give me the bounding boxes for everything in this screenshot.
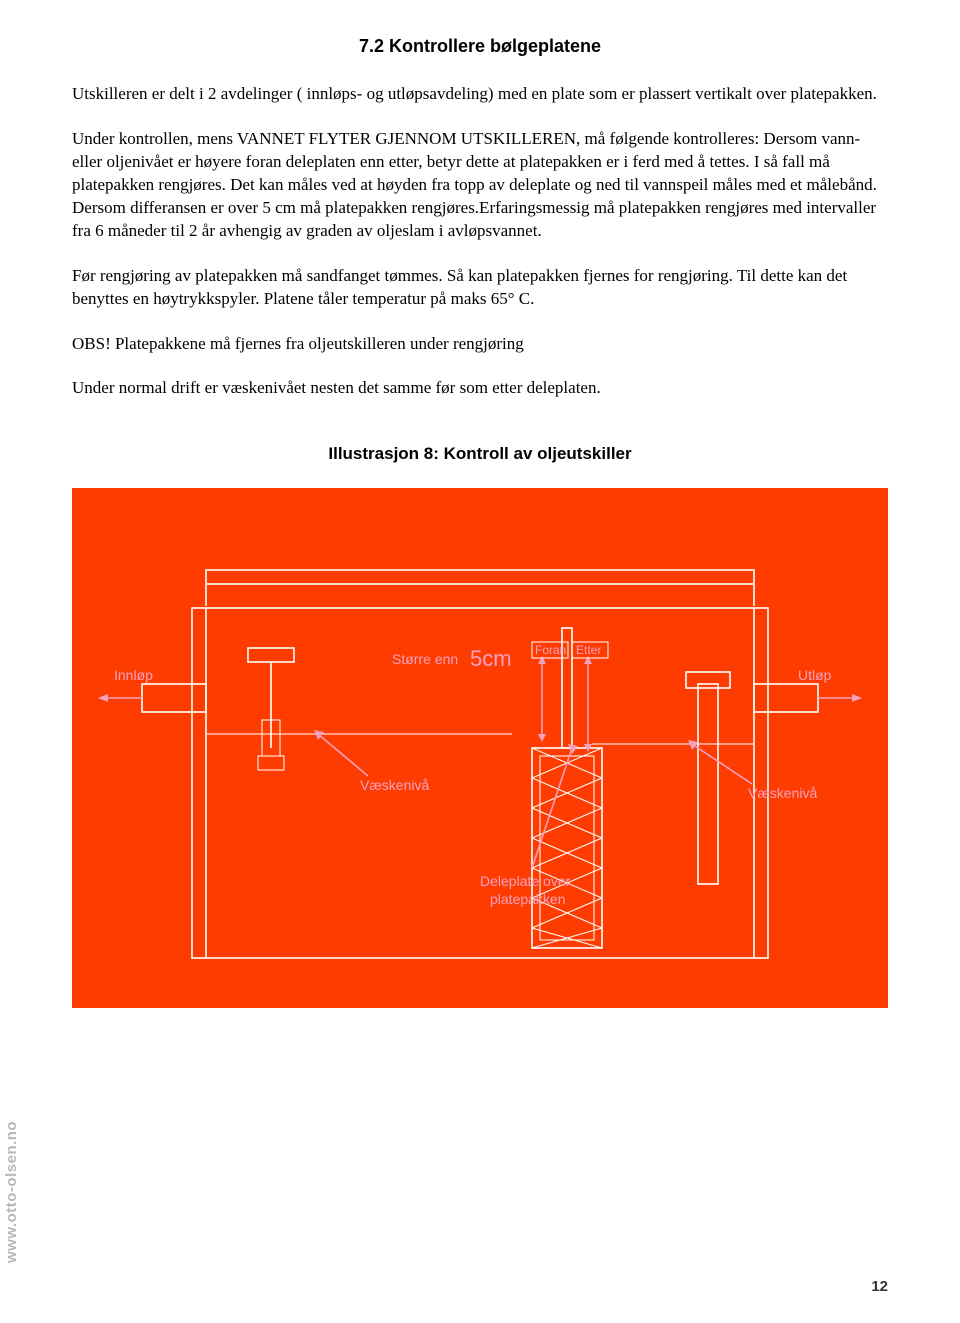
section-heading: 7.2 Kontrollere bølgeplatene xyxy=(72,36,888,57)
page-number: 12 xyxy=(871,1278,888,1295)
illustration-heading: Illustrasjon 8: Kontroll av oljeutskille… xyxy=(72,444,888,464)
sidebar-url: www.otto-olsen.no xyxy=(3,1121,20,1263)
oil-separator-diagram: Innløp Utløp Væskenivå Væskenivå Større … xyxy=(72,488,888,1008)
label-etter: Etter xyxy=(576,643,601,657)
diagram-container: Innløp Utløp Væskenivå Væskenivå Større … xyxy=(72,488,888,1008)
label-deleplate-1: Deleplate over xyxy=(480,873,571,889)
paragraph-2: Under kontrollen, mens VANNET FLYTER GJE… xyxy=(72,128,888,243)
label-foran: Foran xyxy=(535,643,566,657)
label-storre-enn: Større enn xyxy=(392,651,458,667)
paragraph-3: Før rengjøring av platepakken må sandfan… xyxy=(72,265,888,311)
paragraph-4: OBS! Platepakkene må fjernes fra oljeuts… xyxy=(72,333,888,356)
label-vaeskenivaa-left: Væskenivå xyxy=(360,777,429,793)
label-utlop: Utløp xyxy=(798,667,832,683)
label-innlop: Innløp xyxy=(114,667,153,683)
label-5cm: 5cm xyxy=(470,646,512,671)
paragraph-5: Under normal drift er væskenivået nesten… xyxy=(72,377,888,400)
paragraph-1: Utskilleren er delt i 2 avdelinger ( inn… xyxy=(72,83,888,106)
label-deleplate-2: platepakken xyxy=(490,891,566,907)
label-vaeskenivaa-right: Væskenivå xyxy=(748,785,817,801)
